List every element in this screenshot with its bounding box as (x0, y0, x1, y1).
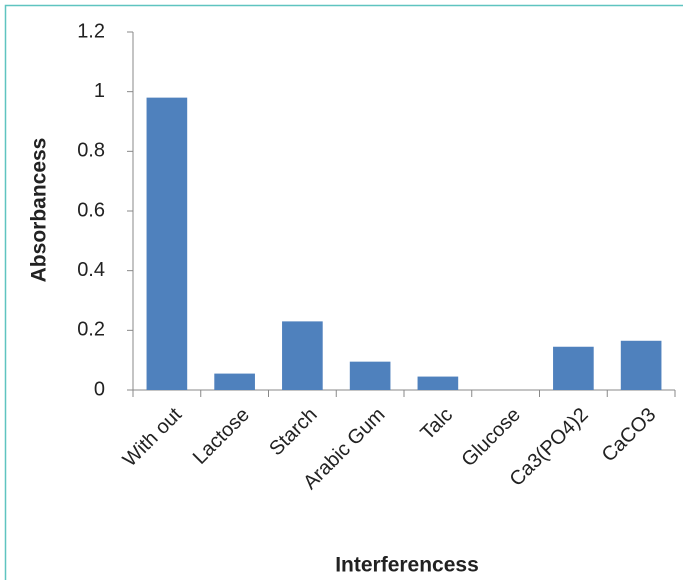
y-tick-label: 1 (94, 80, 105, 102)
x-axis-title: Interferencess (335, 554, 479, 577)
bar (214, 373, 255, 390)
y-tick-label: 0.4 (77, 259, 105, 281)
y-tick-label: 1.2 (77, 20, 105, 42)
y-axis-title: Absorbancess (28, 138, 51, 283)
y-tick-label: 0.6 (77, 199, 105, 221)
bar (553, 346, 594, 390)
bar (282, 321, 323, 390)
x-tick-label: CaCO3 (598, 404, 661, 467)
bar (417, 376, 459, 390)
bar (146, 97, 188, 390)
x-tick-label: Glucose (457, 404, 524, 471)
x-tick-label: Talc (416, 404, 457, 445)
frame (4, 4, 683, 580)
x-tick-label: With out (119, 403, 187, 471)
bar (349, 361, 391, 390)
bar (620, 340, 662, 390)
y-tick-label: 0 (94, 378, 105, 400)
y-tick-label: 0.8 (77, 140, 105, 162)
x-tick-label: Starch (265, 404, 321, 460)
y-tick-label: 0.2 (77, 319, 105, 341)
x-tick-label: Lactose (189, 404, 254, 469)
